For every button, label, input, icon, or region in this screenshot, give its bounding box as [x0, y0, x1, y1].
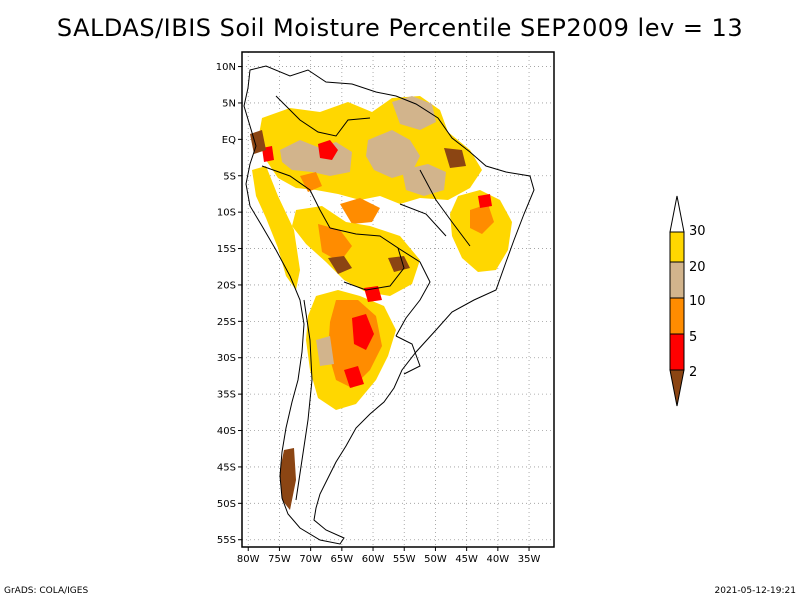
shading-amazon-tan-2: [366, 130, 420, 178]
lat-tick-label: 30S: [217, 353, 236, 364]
lon-tick-label: 75W: [268, 554, 291, 565]
legend-swatch-20-30: [669, 231, 685, 263]
border-peru-brazil: [261, 165, 331, 229]
south-america-coastline: [243, 65, 535, 545]
lat-tick-label: 50S: [217, 499, 236, 510]
shading-brazil-east-red: [478, 194, 492, 208]
legend-swatch-2-5: [669, 333, 685, 371]
legend-label-10: 10: [689, 294, 706, 309]
border-chile-argentina: [295, 299, 313, 501]
shading-argentina-red-2: [344, 366, 364, 388]
coastline-outlines: [243, 65, 535, 545]
lat-tick-label: 40S: [217, 426, 236, 437]
lat-tick-label: 20S: [217, 280, 236, 291]
footer-credit: GrADS: COLA/IGES: [4, 586, 89, 596]
shading-amazon-tan-3: [402, 164, 446, 196]
lon-tick-label: 80W: [237, 554, 260, 565]
lat-tick-label: 5S: [223, 171, 236, 182]
latitude-labels: 10N 5N EQ 5S 10S 15S 20S 25S 30S 35S 40S 45S 50S 55S: [216, 62, 242, 546]
soil-moisture-shading: [250, 96, 512, 510]
border-bolivia: [329, 227, 405, 291]
map-frame-border: [241, 51, 555, 548]
lon-tick-label: 50W: [424, 554, 447, 565]
legend-label-2: 2: [689, 365, 697, 380]
legend-cap-top: [669, 195, 685, 233]
shading-north-brown: [444, 148, 466, 168]
lon-tick-label: 60W: [362, 554, 385, 565]
shading-andes-brown: [250, 130, 266, 154]
lat-tick-label: 5N: [222, 98, 236, 109]
border-uruguay: [395, 335, 421, 375]
lon-tick-label: 65W: [331, 554, 354, 565]
lat-tick-label: 25S: [217, 317, 236, 328]
legend-label-5: 5: [689, 330, 697, 345]
legend-label-20: 20: [689, 260, 706, 275]
lat-tick-label: 35S: [217, 390, 236, 401]
lon-tick-label: 55W: [393, 554, 416, 565]
legend-swatch-10-20: [669, 261, 685, 299]
lat-tick-label: 10N: [216, 62, 236, 73]
shading-patagonia-brown: [280, 448, 296, 510]
shading-argentina-red-1: [352, 314, 374, 350]
shading-amazon-orange-3: [340, 198, 380, 224]
lon-tick-label: 70W: [299, 554, 322, 565]
longitude-labels: 80W 75W 70W 65W 60W 55W 50W 45W 40W 35W: [237, 547, 541, 565]
lat-tick-label: 45S: [217, 462, 236, 473]
map-title: SALDAS/IBIS Soil Moisture Percentile SEP…: [56, 14, 744, 42]
border-brazil-states: [399, 169, 471, 247]
lon-tick-label: 45W: [455, 554, 478, 565]
legend-label-30: 30: [689, 224, 706, 239]
lon-tick-label: 35W: [518, 554, 541, 565]
shading-brazil-east-orange: [470, 204, 494, 234]
lat-tick-label: EQ: [222, 135, 236, 146]
lon-tick-label: 40W: [487, 554, 510, 565]
border-colombia-venezuela: [275, 95, 371, 137]
shading-argentina-tan: [316, 336, 334, 366]
shading-amazon-red-1: [318, 140, 338, 160]
legend-cap-bottom: [669, 369, 685, 407]
shading-north-tan: [392, 96, 436, 130]
border-brazil-south: [395, 247, 431, 337]
shading-central-brown: [328, 256, 352, 274]
legend-swatch-5-10: [669, 297, 685, 335]
footer-timestamp: 2021-05-12-19:21: [714, 586, 797, 596]
legend-colorbar: 30 20 10 5 2: [669, 195, 706, 407]
shading-central-orange: [318, 224, 352, 262]
shading-andes-west: [252, 166, 300, 290]
lat-tick-label: 15S: [217, 244, 236, 255]
lat-tick-label: 55S: [217, 535, 236, 546]
lat-tick-label: 10S: [217, 208, 236, 219]
